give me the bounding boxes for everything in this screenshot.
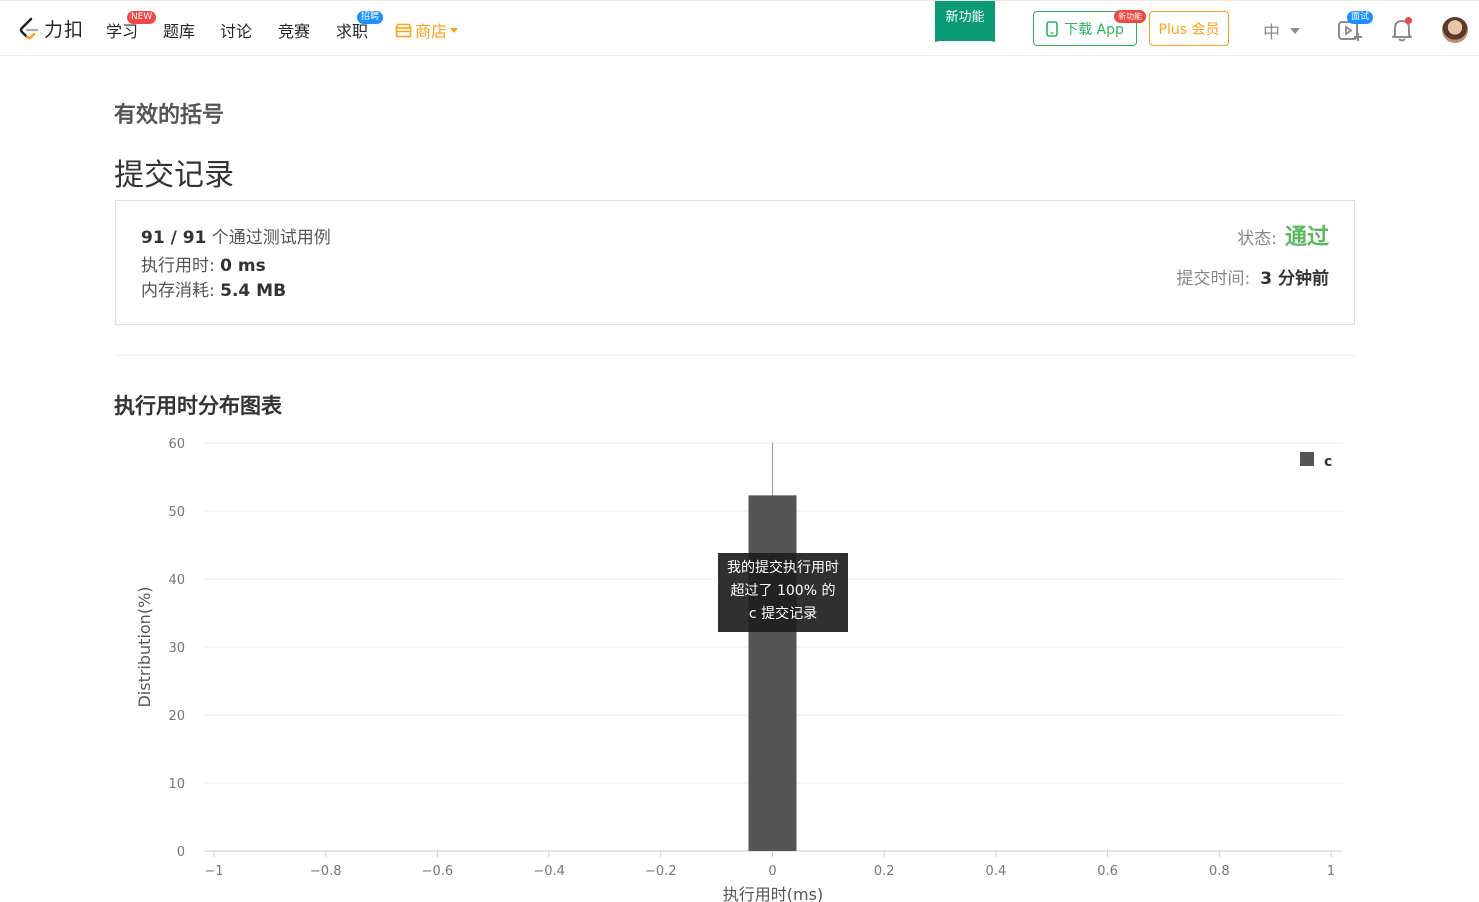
avatar[interactable]	[1442, 17, 1468, 43]
page-title: 提交记录	[114, 158, 234, 193]
new-badge: NEW	[127, 11, 157, 24]
x-tick-label: 0.2	[874, 864, 895, 879]
legend-label: c	[1324, 454, 1332, 470]
x-tick-label: −1	[204, 864, 223, 879]
x-tick-label: 0.6	[1097, 864, 1118, 879]
y-axis-title: Distribution(%)	[135, 586, 154, 707]
y-tick-label: 40	[168, 573, 185, 588]
store-label: 商店	[415, 22, 448, 41]
status-badge: 通过	[1284, 225, 1329, 250]
x-tick-label: −0.8	[310, 864, 342, 879]
leetcode-logo-icon	[19, 17, 39, 39]
x-tick-label: 0.4	[986, 864, 1007, 879]
ribbon-notch	[935, 35, 995, 42]
runtime-distribution-chart: 0 10 20 30 40 50 60 −1 −0.8 −0.6 −0.4 −0.2 0 0.2 0.4 0.…	[135, 437, 1343, 902]
nav-item-contest[interactable]: 竞赛	[278, 22, 311, 41]
nav-item-problems[interactable]: 题库	[163, 22, 196, 41]
nav-item-learn[interactable]: 学习	[106, 22, 139, 41]
runtime-label: 执行用时:	[141, 256, 215, 276]
chart-heading: 执行用时分布图表	[114, 394, 282, 418]
x-axis-title: 执行用时(ms)	[723, 885, 823, 902]
bell-icon[interactable]	[1388, 15, 1416, 43]
x-tick-label: 0	[768, 864, 776, 879]
plus-member-button[interactable]: Plus 会员	[1149, 11, 1229, 46]
submission-result-card: 91 / 91 个通过测试用例 执行用时: 0 ms 内存消耗: 5.4 MB …	[115, 200, 1355, 325]
interview-badge: 面试	[1347, 11, 1374, 24]
x-tick-label: −0.2	[645, 864, 677, 879]
memory-line: 内存消耗: 5.4 MB	[141, 276, 286, 301]
chart-tooltip: 我的提交执行用时 超过了 100% 的 c 提交记录	[718, 553, 848, 632]
y-tick-label: 60	[168, 437, 185, 452]
status-label: 状态:	[1237, 229, 1277, 249]
x-tick-label: −0.4	[533, 864, 565, 879]
test-cases-line: 91 / 91 个通过测试用例	[141, 223, 331, 248]
logo-text: 力扣	[44, 19, 85, 41]
submit-time-label: 提交时间:	[1176, 269, 1251, 289]
memory-value: 5.4 MB	[220, 281, 287, 301]
test-cases-count: 91 / 91	[141, 228, 207, 248]
test-cases-suffix: 个通过测试用例	[211, 228, 331, 248]
y-tick-label: 10	[168, 777, 185, 792]
nav-item-jobs[interactable]: 求职	[336, 22, 369, 41]
new-feature-ribbon[interactable]: 新功能	[935, 1, 995, 41]
download-badge: 新功能	[1114, 10, 1146, 23]
logo[interactable]: 力扣	[18, 15, 84, 42]
runtime-line: 执行用时: 0 ms	[141, 251, 266, 276]
tooltip-line-1: 我的提交执行用时	[727, 560, 839, 576]
caret-down-icon	[450, 27, 459, 33]
chevron-down-icon	[1290, 27, 1300, 34]
tooltip-line-3: c 提交记录	[748, 606, 818, 622]
store-icon	[395, 23, 412, 37]
submit-time-value: 3 分钟前	[1260, 269, 1329, 289]
jobs-badge: 招聘	[357, 11, 384, 24]
x-tick-label: 0.8	[1209, 864, 1230, 879]
y-tick-label: 30	[168, 641, 185, 656]
runtime-value: 0 ms	[220, 256, 266, 276]
x-tick-label: −0.6	[422, 864, 454, 879]
phone-icon	[1046, 20, 1058, 37]
legend-swatch	[1300, 452, 1314, 466]
top-nav: 力扣 学习 NEW 题库 讨论 竞赛 求职 招聘 商店 新功能 下载 App 新…	[0, 0, 1479, 56]
problem-title[interactable]: 有效的括号	[114, 103, 225, 128]
bar	[748, 495, 797, 851]
language-switch[interactable]: 中	[1263, 18, 1300, 43]
nav-item-store[interactable]: 商店	[395, 18, 459, 42]
x-tick-label: 1	[1327, 864, 1335, 879]
y-tick-label: 0	[177, 845, 185, 860]
tooltip-line-2: 超过了 100% 的	[730, 583, 836, 599]
y-tick-label: 50	[168, 505, 185, 520]
status-line: 状态: 通过	[1237, 219, 1329, 251]
notification-dot	[1405, 17, 1412, 24]
nav-item-discuss[interactable]: 讨论	[220, 22, 253, 41]
y-tick-label: 20	[168, 709, 185, 724]
download-app-label: 下载 App	[1064, 21, 1124, 38]
memory-label: 内存消耗:	[141, 281, 215, 301]
language-label: 中	[1263, 23, 1280, 43]
submit-time-line: 提交时间: 3 分钟前	[1177, 264, 1329, 289]
divider	[115, 355, 1355, 356]
